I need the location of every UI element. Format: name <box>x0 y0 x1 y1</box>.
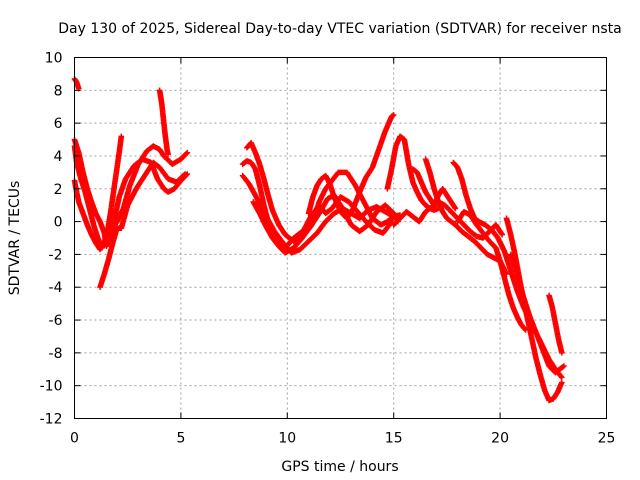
data-point <box>561 363 567 369</box>
chart-title: Day 130 of 2025, Sidereal Day-to-day VTE… <box>58 21 621 37</box>
y-tick-label: 2 <box>54 182 63 198</box>
x-tick-label: 20 <box>491 431 509 447</box>
y-tick-label: -8 <box>49 346 63 362</box>
data-series-trace-i <box>244 140 397 245</box>
data-point <box>184 149 191 156</box>
grid <box>74 57 607 419</box>
y-tick-label: -2 <box>49 247 63 263</box>
data-point <box>165 151 171 158</box>
data-series-trace-s <box>507 251 567 376</box>
data-series-trace-d <box>97 159 188 291</box>
data-point <box>118 133 125 140</box>
data-series-trace-t <box>546 292 565 356</box>
y-tick-label: 6 <box>54 116 63 132</box>
x-axis-label: GPS time / hours <box>281 459 398 475</box>
y-tick-label: -10 <box>40 379 63 395</box>
x-tick-label: 15 <box>385 431 403 447</box>
data-point <box>181 172 188 178</box>
y-tick-label: 8 <box>54 83 63 99</box>
y-tick-label: -12 <box>40 412 63 428</box>
data-series-trace-k <box>305 112 397 222</box>
data-series-trace-c <box>71 133 125 251</box>
data-series-trace-e <box>71 76 82 92</box>
data-point <box>559 374 565 381</box>
data-series-trace-f <box>156 87 171 158</box>
data-point <box>390 112 397 118</box>
x-tick-label: 5 <box>176 431 185 447</box>
x-tick-label: 25 <box>598 431 616 447</box>
data-series-trace-o <box>422 156 510 277</box>
data-point <box>559 350 565 356</box>
x-tick-label: 0 <box>70 431 79 447</box>
data-point <box>183 150 190 157</box>
y-tick-label: 10 <box>45 51 63 67</box>
data-point <box>499 231 506 238</box>
x-tick-label: 10 <box>278 431 296 447</box>
y-tick-label: 4 <box>54 149 63 165</box>
y-axis-label: SDTVAR / TECUs <box>7 181 23 296</box>
data-point <box>559 379 565 386</box>
data-series-trace-p <box>450 159 565 381</box>
data-series-trace-q <box>454 208 529 333</box>
data-series-trace-m <box>390 199 506 241</box>
data-series-trace-n <box>410 166 459 212</box>
data-point <box>452 205 459 212</box>
data-series-trace-j <box>250 192 401 256</box>
axis-ticks: 0 5 10 15 20 25 -12 -10 -8 -6 -4 -2 0 2 4 6 8 10 <box>40 51 616 447</box>
data-point <box>558 373 564 380</box>
data-point <box>522 326 528 332</box>
y-tick-label: -4 <box>49 280 63 296</box>
data-point <box>182 171 188 177</box>
data-series <box>71 76 567 404</box>
plot-frame <box>74 57 607 419</box>
data-series-trace-l <box>384 133 446 213</box>
y-tick-label: -6 <box>49 313 63 329</box>
y-tick-label: 0 <box>54 215 63 231</box>
